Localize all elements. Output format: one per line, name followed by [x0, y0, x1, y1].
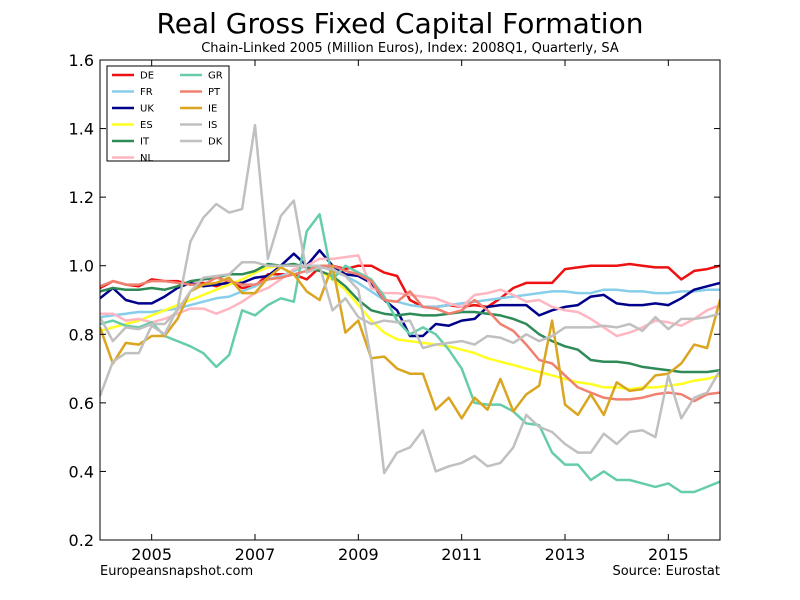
y-tick-label: 0.6	[69, 394, 94, 413]
y-tick-label: 1.2	[69, 188, 94, 207]
footer-source: Source: Eurostat	[612, 564, 720, 579]
series-layer	[100, 123, 720, 494]
series-line-uk	[100, 249, 720, 338]
legend-label: GR	[208, 71, 223, 82]
y-tick-label: 0.8	[69, 325, 94, 344]
x-tick-label: 2011	[441, 545, 482, 564]
chart-title: Real Gross Fixed Capital Formation	[157, 7, 644, 40]
legend: DE FR UK ES IT NL GR PT IE IS DK	[106, 65, 230, 164]
x-tick-label: 2013	[545, 545, 586, 564]
legend-label: ES	[140, 120, 153, 131]
y-tick-label: 0.2	[69, 531, 94, 550]
axis-ticks: 2005 2007 2009 2011 2013 2015 0.2 0.4 0.6 0.8 1.0 1…	[69, 51, 720, 564]
y-tick-label: 1.0	[69, 257, 94, 276]
y-tick-label: 1.4	[69, 120, 94, 139]
series-line-dk	[100, 123, 720, 475]
legend-label: DE	[140, 71, 154, 82]
legend-label: IS	[208, 120, 217, 131]
legend-entry-de: DE	[112, 71, 154, 82]
legend-entry-gr: GR	[180, 71, 223, 82]
plot-frame	[99, 59, 721, 541]
series-line-gr	[100, 213, 720, 494]
series-line-is	[100, 261, 720, 350]
legend-label: FR	[140, 87, 153, 98]
legend-entry-ie: IE	[180, 104, 217, 115]
series-line-ie	[100, 264, 720, 420]
legend-entry-uk: UK	[112, 104, 154, 115]
legend-label: DK	[208, 137, 223, 148]
legend-box	[106, 65, 230, 162]
legend-label: PT	[208, 87, 221, 98]
series-line-es	[100, 264, 720, 391]
y-tick-label: 0.4	[69, 462, 94, 481]
x-tick-label: 2007	[235, 545, 276, 564]
legend-label: IE	[208, 104, 217, 115]
legend-label: NL	[140, 153, 153, 164]
series-line-it	[100, 262, 720, 374]
legend-entry-pt: PT	[180, 87, 221, 98]
legend-entry-dk: DK	[180, 137, 223, 148]
footer-site: Europeansnapshot.com	[100, 564, 253, 579]
legend-entry-is: IS	[180, 120, 217, 131]
legend-entry-es: ES	[112, 120, 153, 131]
x-tick-label: 2009	[338, 545, 379, 564]
legend-entry-it: IT	[112, 137, 150, 148]
legend-label: UK	[140, 104, 154, 115]
legend-entry-fr: FR	[112, 87, 153, 98]
legend-entry-nl: NL	[112, 153, 153, 164]
x-tick-label: 2015	[648, 545, 689, 564]
legend-label: IT	[140, 137, 150, 148]
y-tick-label: 1.6	[69, 51, 94, 70]
chart-subtitle: Chain-Linked 2005 (Million Euros), Index…	[201, 41, 619, 56]
x-tick-label: 2005	[131, 545, 172, 564]
